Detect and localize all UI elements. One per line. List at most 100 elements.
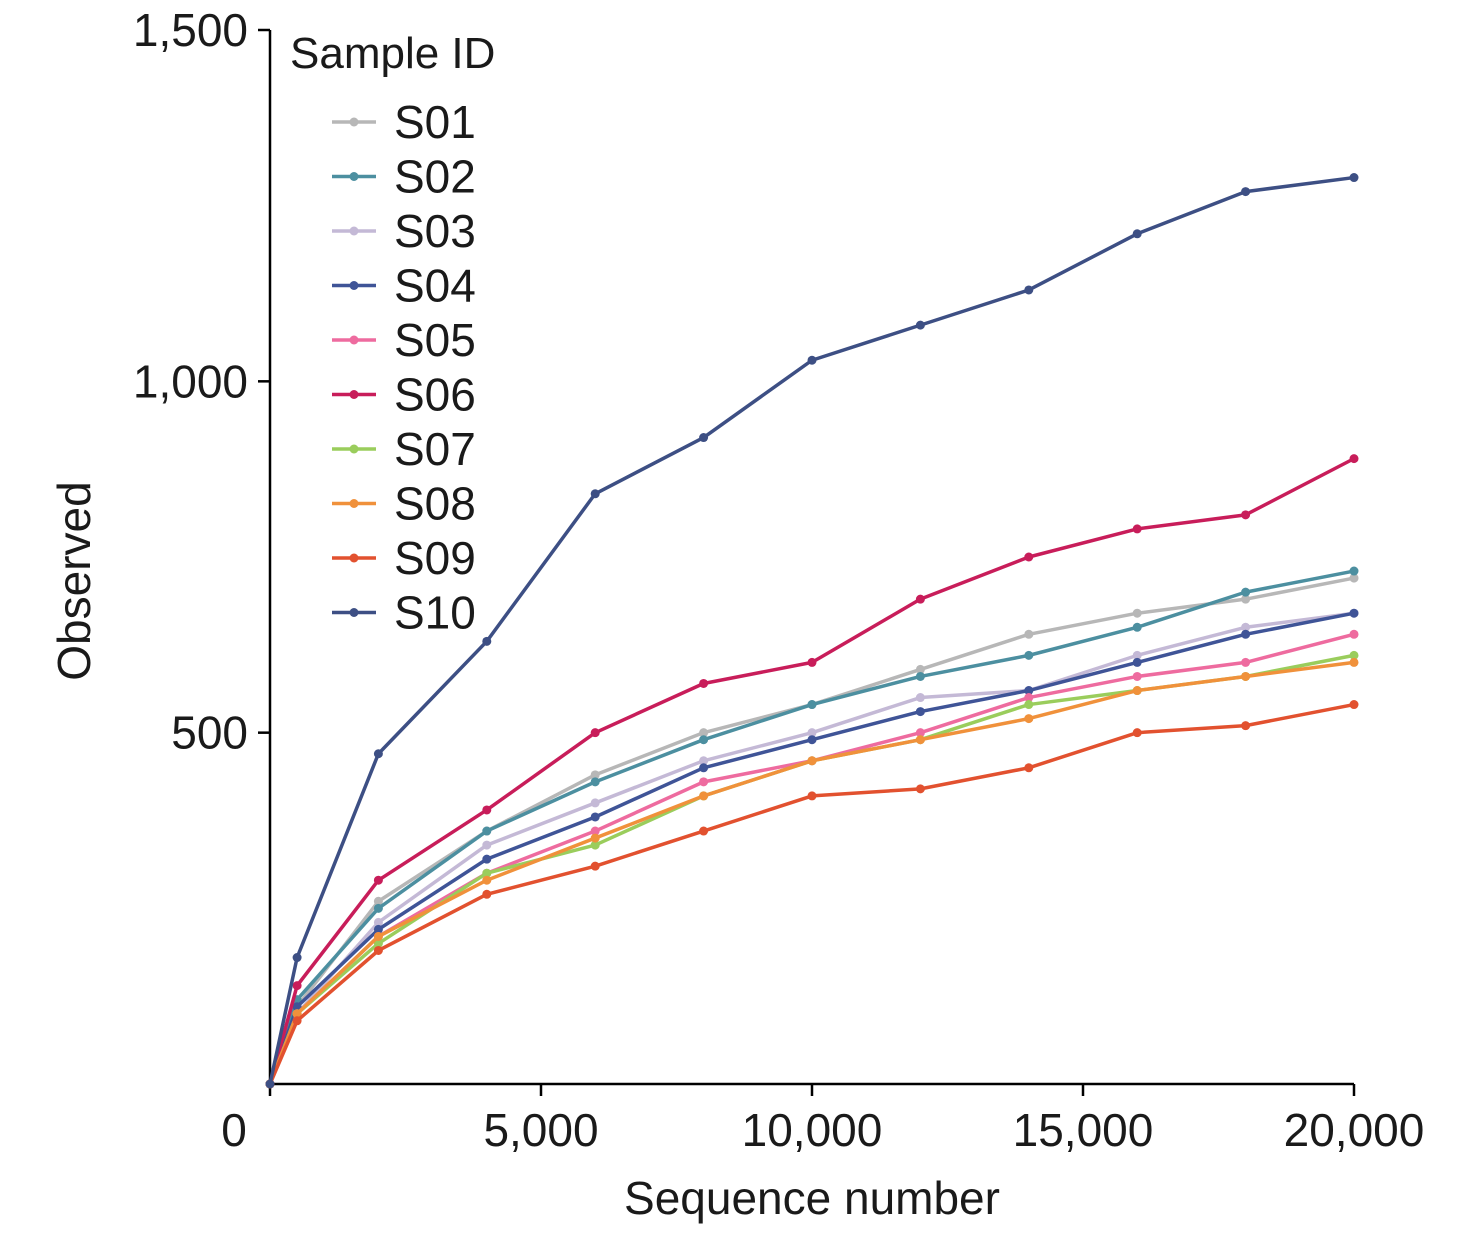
data-point — [1132, 657, 1142, 667]
data-point — [699, 791, 709, 801]
data-point — [373, 938, 383, 948]
legend-marker — [349, 335, 359, 345]
data-point — [373, 931, 383, 941]
data-point — [482, 840, 492, 850]
data-point — [807, 791, 817, 801]
data-point — [590, 728, 600, 738]
axes: 0 5,000 10,000 15,000 20,000 500 1,000 1,500 S… — [48, 4, 1424, 1224]
x-axis-ticks: 0 5,000 10,000 15,000 20,000 — [221, 1084, 1424, 1156]
legend-marker — [349, 281, 359, 290]
y-tick-label: 1,000 — [133, 355, 248, 407]
data-point — [292, 1016, 302, 1026]
data-point — [590, 777, 600, 787]
data-point — [807, 756, 817, 766]
data-point — [807, 700, 817, 710]
plot-area — [265, 173, 1359, 1089]
data-point — [1024, 650, 1034, 660]
data-point — [292, 981, 302, 991]
data-point — [1024, 763, 1034, 773]
x-tick-label: 10,000 — [742, 1104, 883, 1156]
legend-label: S04 — [394, 260, 476, 312]
data-point — [1132, 608, 1142, 618]
y-axis-ticks: 500 1,000 1,500 — [133, 4, 270, 759]
legend-title: Sample ID — [290, 29, 495, 78]
data-point — [1132, 622, 1142, 632]
data-point — [807, 657, 817, 667]
series-S08 — [265, 657, 1359, 1089]
legend-item: S10 — [332, 587, 476, 639]
data-point — [482, 875, 492, 885]
series-line — [268, 702, 1355, 1085]
data-point — [1349, 566, 1359, 576]
data-point — [590, 833, 600, 843]
legend-marker — [349, 444, 359, 454]
legend-label: S01 — [394, 96, 476, 148]
x-tick-label: 15,000 — [1013, 1104, 1154, 1156]
data-point — [807, 355, 817, 365]
legend-label: S02 — [394, 151, 476, 203]
data-point — [1241, 657, 1251, 667]
data-point — [1241, 671, 1251, 681]
data-point — [590, 798, 600, 808]
data-point — [482, 868, 492, 878]
legend-marker — [349, 608, 359, 617]
data-point — [699, 678, 709, 688]
data-point — [1349, 173, 1359, 183]
data-point — [292, 1002, 302, 1012]
series-S01 — [265, 573, 1359, 1089]
data-point — [373, 875, 383, 885]
data-point — [482, 889, 492, 899]
legend-label: S08 — [394, 478, 476, 530]
data-point — [1024, 693, 1034, 703]
data-point — [915, 664, 925, 674]
data-point — [590, 840, 600, 850]
legend-label: S06 — [394, 369, 476, 421]
data-point — [699, 777, 709, 787]
series-S02 — [265, 566, 1359, 1089]
legend-item: S07 — [332, 423, 476, 475]
series-S09 — [265, 700, 1359, 1089]
data-point — [1349, 657, 1359, 667]
data-point — [1132, 229, 1142, 239]
series-line — [268, 660, 1355, 1085]
data-point — [1349, 650, 1359, 660]
data-point — [699, 433, 709, 443]
legend-item: S04 — [332, 260, 476, 312]
y-axis-label: Observed — [48, 481, 100, 680]
data-point — [915, 728, 925, 738]
legend-label: S05 — [394, 314, 476, 366]
data-point — [699, 728, 709, 738]
data-point — [590, 812, 600, 822]
data-point — [1241, 510, 1251, 520]
data-point — [1241, 594, 1251, 604]
legend-item: S08 — [332, 478, 476, 530]
series-line — [268, 576, 1355, 1085]
data-point — [1024, 629, 1034, 639]
data-point — [1024, 285, 1034, 295]
data-point — [265, 1079, 275, 1089]
data-point — [1241, 721, 1251, 731]
data-point — [915, 594, 925, 604]
legend-item: S01 — [332, 96, 476, 148]
series-line — [268, 569, 1355, 1085]
data-point — [915, 693, 925, 703]
legend-item: S02 — [332, 151, 476, 203]
data-point — [1241, 587, 1251, 597]
data-point — [1241, 622, 1251, 632]
data-point — [373, 945, 383, 955]
legend-label: S09 — [394, 532, 476, 584]
y-tick-label: 1,500 — [133, 4, 248, 56]
data-point — [590, 770, 600, 780]
data-point — [1349, 608, 1359, 618]
x-tick-label: 5,000 — [483, 1104, 598, 1156]
series-line — [268, 611, 1355, 1085]
data-point — [373, 896, 383, 906]
legend-item: S06 — [332, 369, 476, 421]
data-point — [807, 735, 817, 745]
legend-marker — [349, 117, 359, 127]
data-point — [1132, 686, 1142, 696]
